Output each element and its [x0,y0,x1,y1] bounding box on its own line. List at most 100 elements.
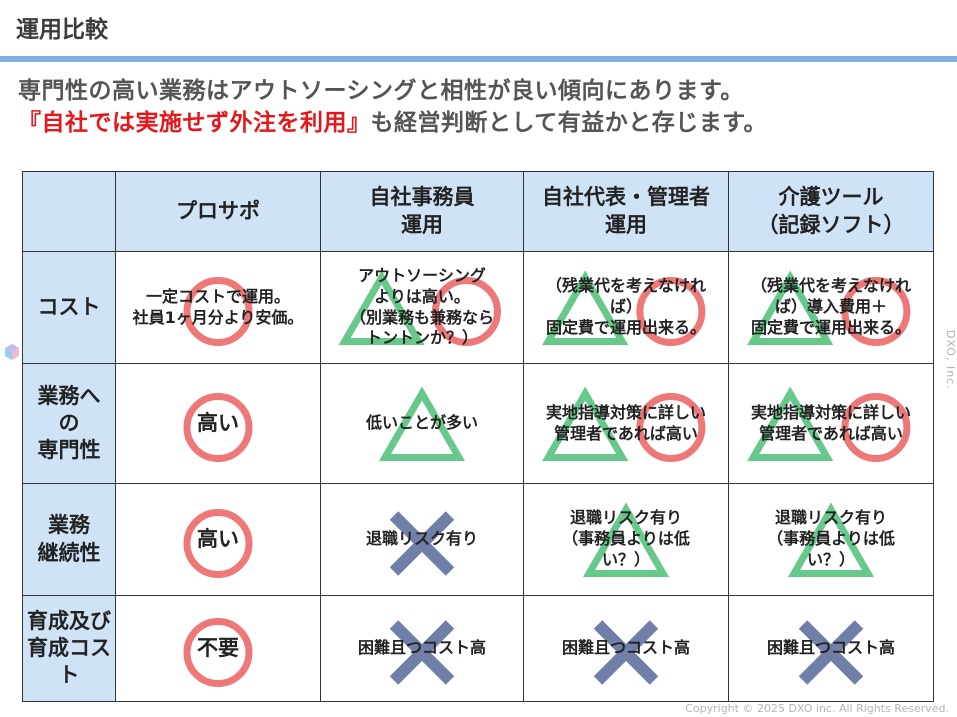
circle-mark-icon [841,277,911,346]
evaluation-marks [183,393,253,462]
row-header: コスト [22,251,116,364]
circle-mark-icon [183,393,253,462]
evaluation-marks [593,620,659,685]
evaluation-marks [747,386,911,462]
col-header: 自社代表・管理者 運用 [523,171,729,252]
cell-text: 高い [197,526,239,551]
intro-line-1: 専門性の高い業務はアウトソーシングと相性が良い傾向にあります。 [18,78,744,104]
header-row: プロサポ 自社事務員 運用 自社代表・管理者 運用 介護ツール （記録ソフト） [22,171,934,252]
evaluation-marks [542,386,706,462]
cross-mark-icon [593,620,659,685]
table-cell: アウトソーシング よりは高い。 （別業務も兼務なら トントンか？） [320,251,524,364]
table-cell: 退職リスク有り （事務員よりは低 い？） [523,483,729,596]
row-header-label: 業務 継続性 [37,513,101,565]
evaluation-marks [542,270,706,346]
circle-mark-icon [636,393,706,462]
corner-cell [22,171,116,252]
table-cell: （残業代を考えなけれ ば）導入費用＋ 固定費で運用出来る。 [728,251,934,364]
cell-text: 退職リスク有り （事務員よりは低 い？） [562,508,690,569]
footer-copyright: Copyright © 2025 DXO inc. All Rights Res… [685,702,949,715]
table-cell: 高い [115,483,321,596]
cell-text: 高い [197,410,239,435]
triangle-mark-icon [542,270,629,345]
circle-mark-icon [183,509,253,578]
cross-mark-icon [798,620,864,685]
cell-text: 困難且つコスト高 [766,638,895,658]
circle-mark-icon [636,277,706,346]
intro-highlight: 『自社では実施せず外注を利用』 [18,110,371,136]
table-row: 業務へ の 専門性 高い 低いことが多い 実地指導対策に詳しい 管理者であれば高… [22,363,934,484]
triangle-mark-icon [582,502,670,577]
cube-logo-icon [5,344,19,360]
evaluation-marks [183,509,253,578]
evaluation-marks [582,502,670,577]
col-header: 介護ツール （記録ソフト） [728,171,934,252]
table-cell: （残業代を考えなけれ ば） 固定費で運用出来る。 [523,251,729,364]
cell-text: 実地指導対策に詳しい 管理者であれば高い [545,402,706,443]
table-cell: 困難且つコスト高 [728,595,934,702]
cross-mark-icon [389,511,455,576]
row-header-label: コスト [37,294,101,319]
table-cell: 実地指導対策に詳しい 管理者であれば高い [523,363,729,484]
table-cell: 困難且つコスト高 [320,595,524,702]
circle-mark-icon [183,277,253,346]
row-header-label: 業務へ の 専門性 [37,383,101,463]
table-cell: 高い [115,363,321,484]
cell-text: 不要 [197,635,239,660]
table-row: コスト 一定コストで運用。 社員1ヶ月分より安価。 アウトソーシング よりは高い… [22,251,934,364]
evaluation-marks [747,270,911,346]
col-header: 自社事務員 運用 [320,171,524,252]
table-cell: 困難且つコスト高 [523,595,729,702]
cross-mark-icon [389,620,455,685]
col-header-label: プロサポ [176,198,260,223]
cell-text: 退職リスク有り （事務員よりは低 い？） [767,508,895,569]
cell-text: （残業代を考えなけれ ば）導入費用＋ 固定費で運用出来る。 [750,276,911,337]
circle-mark-icon [431,277,501,346]
side-brand: DXO, Inc. [944,330,957,390]
row-header-label: 育成及び 育成コス ト [27,608,111,688]
cell-text: 実地指導対策に詳しい 管理者であれば高い [750,402,911,443]
table-row: 業務 継続性 高い 退職リスク有り 退職リスク有り （事務員よりは低 い？） 退… [22,483,934,596]
triangle-mark-icon [747,270,834,345]
cell-text: 退職リスク有り [365,529,478,549]
triangle-mark-icon [378,386,466,461]
triangle-mark-icon [542,386,629,461]
evaluation-marks [787,502,875,577]
col-header-label: 自社事務員 運用 [369,185,475,237]
evaluation-marks [338,270,501,346]
circle-mark-icon [841,393,911,462]
table-row: 育成及び 育成コス ト 不要 困難且つコスト高 困難且つコスト高 困難且つコスト… [22,595,934,702]
intro-line-2-rest: も経営判断として有益かと存じます。 [370,110,768,136]
evaluation-marks [798,620,864,685]
row-header: 業務へ の 専門性 [22,363,116,484]
title-divider [0,56,957,62]
table-cell: 退職リスク有り [320,483,524,596]
row-header: 育成及び 育成コス ト [22,595,116,702]
cell-text: 困難且つコスト高 [561,638,690,658]
cell-text: 一定コストで運用。 社員1ヶ月分より安価。 [132,286,304,327]
table-cell: 一定コストで運用。 社員1ヶ月分より安価。 [115,251,321,364]
col-header-label: 介護ツール （記録ソフト） [757,185,905,237]
triangle-mark-icon [747,386,834,461]
evaluation-marks [183,277,253,346]
col-header: プロサポ [115,171,321,252]
table-cell: 退職リスク有り （事務員よりは低 い？） [728,483,934,596]
comparison-table: プロサポ 自社事務員 運用 自社代表・管理者 運用 介護ツール （記録ソフト） … [22,171,934,702]
table-cell: 低いことが多い [320,363,524,484]
evaluation-marks [183,618,253,687]
page-title: 運用比較 [16,17,108,43]
cell-text: アウトソーシング よりは高い。 （別業務も兼務なら トントンか？） [349,265,494,348]
circle-mark-icon [183,618,253,687]
cell-text: 困難且つコスト高 [357,638,486,658]
triangle-mark-icon [787,502,875,577]
table-cell: 実地指導対策に詳しい 管理者であれば高い [728,363,934,484]
intro-line-2: 『自社では実施せず外注を利用』も経営判断として有益かと存じます。 [18,103,767,137]
row-header: 業務 継続性 [22,483,116,596]
cell-text: （残業代を考えなけれ ば） 固定費で運用出来る。 [545,276,706,337]
triangle-mark-icon [338,270,425,345]
table-cell: 不要 [115,595,321,702]
col-header-label: 自社代表・管理者 運用 [542,185,710,237]
evaluation-marks [389,511,455,576]
cell-text: 低いことが多い [365,413,478,433]
evaluation-marks [389,620,455,685]
